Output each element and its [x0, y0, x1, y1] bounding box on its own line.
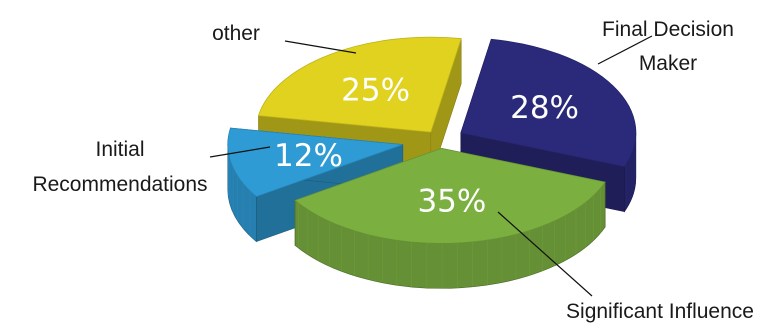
category-label-final-decision-maker: Final Decision Maker	[602, 18, 734, 75]
category-label-significant-influence: Significant Influence	[566, 300, 754, 323]
leader-lines	[209, 35, 653, 297]
category-label-line-final-decision-maker: Maker	[639, 52, 697, 75]
category-label-initial-recommendations: Initial Recommendations	[32, 138, 207, 196]
category-label-line-initial-recommendations: Recommendations	[32, 173, 207, 196]
category-label-line-final-decision-maker: Final Decision	[602, 18, 734, 41]
category-label-line-significant-influence: Significant Influence	[566, 300, 754, 323]
pct-label-final-decision-maker: 28%	[510, 90, 579, 126]
slice-initial-recommendations	[227, 127, 403, 198]
category-label-line-initial-recommendations: Initial	[95, 138, 144, 161]
pct-label-significant-influence: 35%	[417, 183, 486, 219]
pie-tops	[227, 36, 637, 244]
leader-line-initial-recommendations	[209, 146, 271, 158]
category-label-line-other: other	[212, 22, 260, 45]
leader-line-significant-influence	[497, 211, 593, 297]
leader-line-final-decision-maker	[597, 35, 653, 65]
pct-label-other: 25%	[341, 72, 410, 108]
leader-line-other	[284, 40, 357, 54]
slice-other	[257, 36, 462, 133]
slice-final-decision-maker	[460, 38, 637, 168]
chart-labels: 28% Final Decision Maker 35% Significant Inf…	[32, 18, 754, 323]
pct-label-initial-recommendations: 12%	[274, 138, 343, 174]
slice-significant-influence	[294, 147, 606, 244]
category-label-other: other	[212, 22, 260, 45]
